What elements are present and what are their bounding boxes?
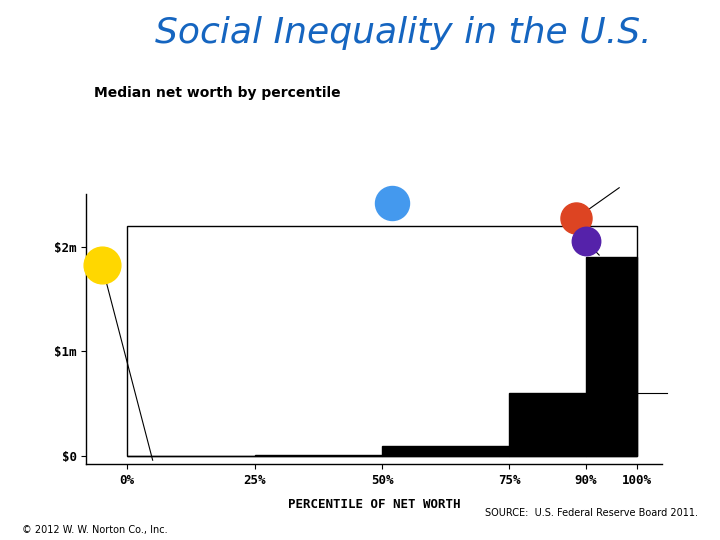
Point [570,214,582,223]
Point [96,260,107,269]
Point [387,199,398,207]
Bar [586,257,637,456]
Bar [127,226,637,456]
Point [580,237,592,246]
Text: SOURCE:  U.S. Federal Reserve Board 2011.: SOURCE: U.S. Federal Reserve Board 2011. [485,508,698,518]
Text: Social Inequality in the U.S.: Social Inequality in the U.S. [155,16,652,50]
X-axis label: PERCENTILE OF NET WORTH: PERCENTILE OF NET WORTH [288,498,461,511]
Text: © 2012 W. W. Norton Co., Inc.: © 2012 W. W. Norton Co., Inc. [22,524,167,535]
Bar [510,393,586,456]
Text: Median net worth by percentile: Median net worth by percentile [94,86,341,100]
Bar [255,455,382,456]
Bar [382,446,510,456]
